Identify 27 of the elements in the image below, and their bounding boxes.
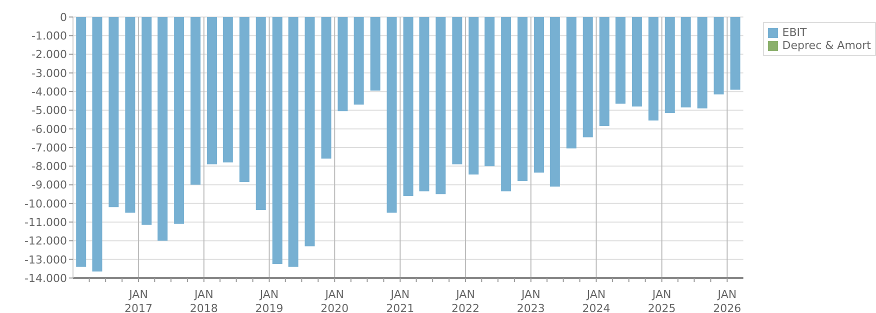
y-tick-label: -12.000 xyxy=(24,234,67,248)
x-tick-label: JAN 2026 xyxy=(713,288,742,313)
x-tick-label: JAN 2017 xyxy=(124,288,153,313)
y-tick-label: -11.000 xyxy=(24,216,67,229)
x-tick-label: JAN 2020 xyxy=(320,288,349,313)
y-tick-label: -10.000 xyxy=(24,197,67,210)
x-tick-label: JAN 2022 xyxy=(452,288,480,313)
y-tick-label: -5.000 xyxy=(32,104,67,118)
x-tick-label: JAN 2018 xyxy=(190,288,218,313)
x-tick-label: JAN 2019 xyxy=(255,288,284,313)
y-tick-label: -2.000 xyxy=(32,48,67,62)
y-tick-label: 0 xyxy=(60,10,67,24)
x-tick-label: JAN 2024 xyxy=(582,288,610,313)
y-tick-label: -6.000 xyxy=(32,122,67,136)
y-tick-label: -9.000 xyxy=(32,178,67,192)
y-tick-label: -1.000 xyxy=(32,30,67,43)
x-tick-label: JAN 2021 xyxy=(386,288,414,313)
y-tick-label: -8.000 xyxy=(32,160,67,174)
legend-label: Deprec & Amort xyxy=(782,39,871,52)
y-tick-label: -7.000 xyxy=(32,141,67,154)
y-tick-label: -4.000 xyxy=(32,85,67,98)
x-tick-label: JAN 2025 xyxy=(648,288,676,313)
y-tick-label: -3.000 xyxy=(32,66,67,80)
y-tick-label: -13.000 xyxy=(24,253,67,266)
legend-label: EBIT xyxy=(782,26,807,39)
y-tick-label: -14.000 xyxy=(24,272,67,285)
x-tick-label: JAN 2023 xyxy=(516,288,545,313)
